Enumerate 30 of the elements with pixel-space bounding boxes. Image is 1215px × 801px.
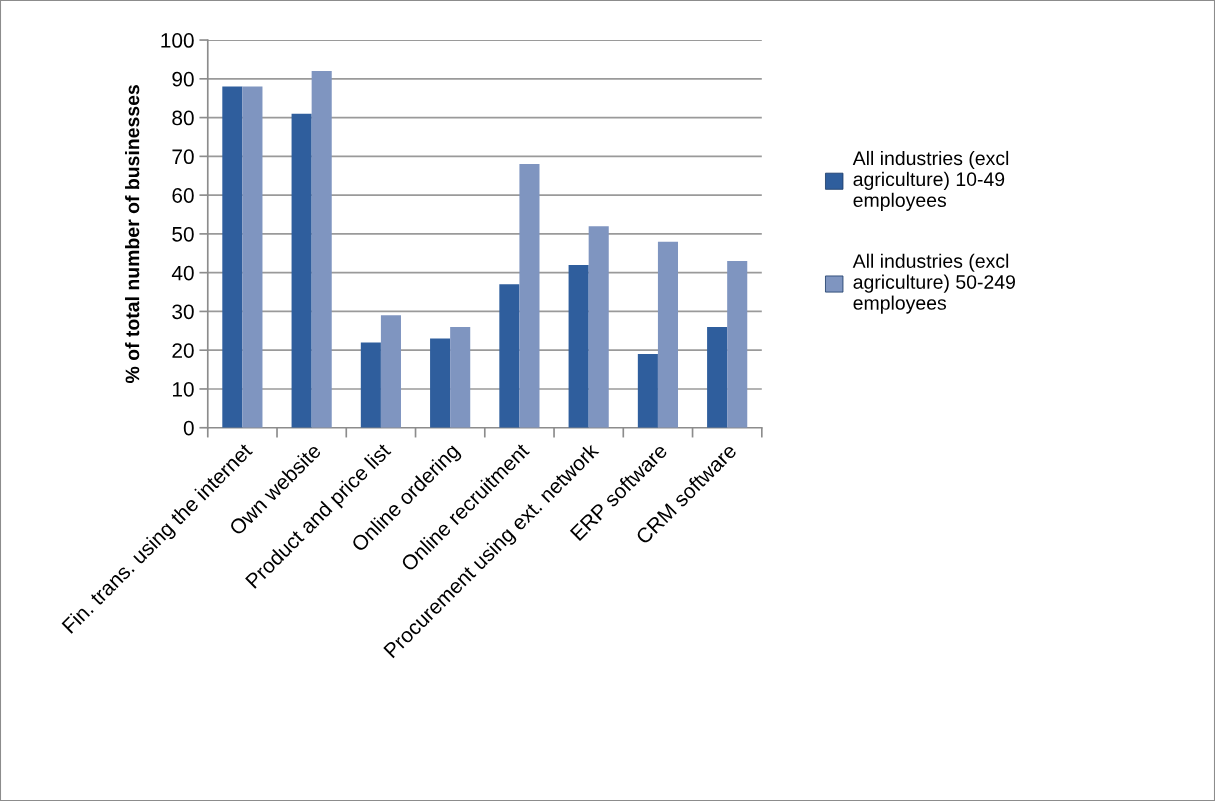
bar — [450, 326, 471, 428]
y-tick-label: 50 — [172, 226, 194, 242]
bar — [568, 264, 589, 428]
bar — [380, 315, 401, 428]
y-tick-label: 80 — [172, 110, 194, 126]
bar — [657, 241, 679, 428]
y-tick-label: 10 — [172, 381, 194, 397]
bar — [242, 86, 263, 428]
bar — [727, 261, 748, 428]
y-tick-label: 20 — [172, 343, 194, 358]
bar — [311, 71, 332, 428]
bar — [637, 354, 658, 428]
y-tick-label: 90 — [172, 71, 194, 87]
bar — [360, 342, 381, 428]
y-tick-label: 60 — [172, 188, 194, 203]
bar — [519, 164, 540, 428]
bar — [291, 113, 312, 428]
bar — [430, 338, 451, 428]
y-axis-title: % of total number of businesses — [125, 85, 140, 384]
bar — [499, 284, 520, 428]
y-tick-label: 40 — [171, 265, 194, 281]
y-tick-label: 70 — [172, 149, 194, 165]
bar — [707, 326, 728, 428]
bar — [588, 226, 609, 428]
y-tick-label: 100 — [161, 33, 194, 48]
y-tick-label: 0 — [183, 420, 194, 436]
bar — [222, 86, 243, 428]
y-tick-label: 30 — [172, 304, 194, 320]
legend-label: All industries (excl agriculture) 50-249 employees — [852, 253, 1015, 314]
legend-label: All industries (excl agriculture) 10-49 employees — [852, 150, 1009, 211]
